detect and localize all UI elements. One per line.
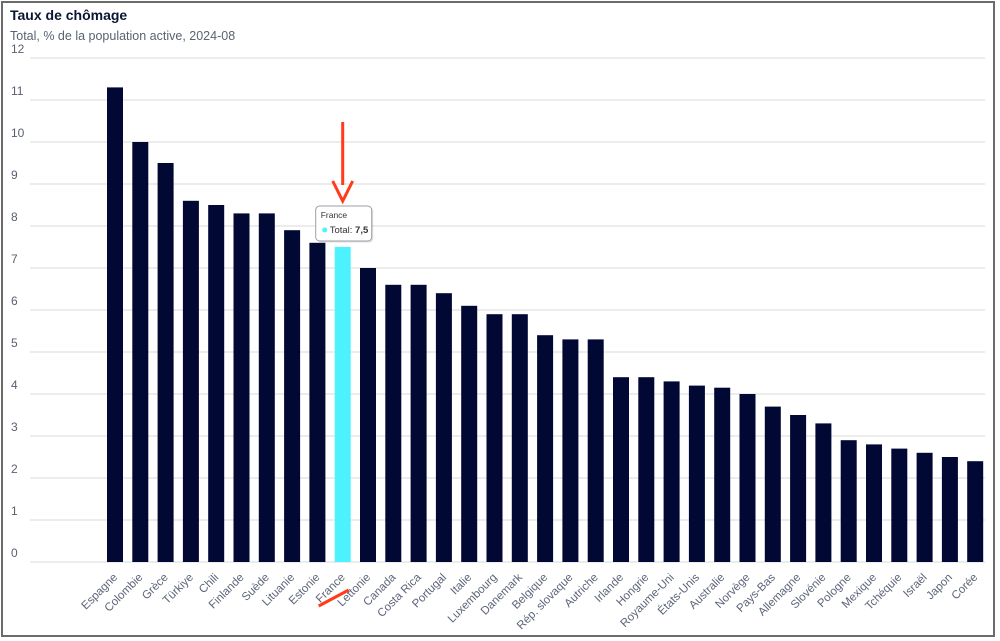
bar-belgique[interactable] [537, 335, 554, 562]
bar-royaume-uni[interactable] [663, 381, 680, 562]
chart-subtitle: Total, % de la population active, 2024-0… [10, 29, 236, 43]
bar-danemark[interactable] [511, 314, 528, 562]
y-tick-label: 5 [11, 336, 18, 350]
bar-australie[interactable] [714, 387, 731, 562]
bar-slov-nie[interactable] [815, 423, 832, 562]
bar-finlande[interactable] [233, 213, 250, 562]
tooltip-marker [322, 227, 328, 233]
bar-lettonie[interactable] [360, 268, 376, 562]
highlight-underline [317, 588, 350, 608]
bar-cor-e[interactable] [967, 461, 984, 562]
x-tick-label: Corée [950, 572, 981, 603]
bar-irlande[interactable] [613, 377, 629, 562]
bar--tats-unis[interactable] [688, 385, 705, 562]
bar-hongrie[interactable] [638, 377, 655, 562]
bar-mexique[interactable] [866, 444, 882, 562]
bar-tch-quie[interactable] [891, 448, 908, 562]
x-tick-label: Japon [924, 572, 955, 603]
y-tick-label: 4 [11, 378, 18, 392]
bar-luxembourg[interactable] [486, 314, 503, 562]
bar-lituanie[interactable] [284, 230, 301, 562]
y-tick-label: 11 [11, 84, 24, 98]
bar-estonie[interactable] [309, 242, 326, 563]
chart-title: Taux de chômage [10, 7, 128, 23]
bar-france[interactable] [334, 247, 351, 562]
bar-autriche[interactable] [587, 339, 604, 562]
y-tick-label: 6 [11, 294, 18, 308]
bar-pologne[interactable] [840, 440, 857, 562]
bar-japon[interactable] [941, 457, 958, 562]
bar-r-p-slovaque[interactable] [562, 339, 579, 562]
bar-isra-l[interactable] [916, 452, 933, 562]
y-tick-label: 9 [11, 168, 18, 182]
bar-costa-rica[interactable] [410, 284, 427, 562]
bar-allemagne[interactable] [790, 415, 807, 562]
bar-gr-ce[interactable] [157, 163, 174, 562]
y-tick-label: 8 [11, 210, 18, 224]
bar-italie[interactable] [461, 305, 478, 562]
bar-su-de[interactable] [258, 213, 275, 562]
y-tick-label: 10 [11, 126, 25, 140]
highlight-arrow-head [331, 180, 355, 205]
bar-espagne[interactable] [107, 87, 123, 563]
bar-norv-ge[interactable] [739, 394, 756, 562]
bar-colombie[interactable] [132, 142, 149, 562]
y-tick-label: 12 [11, 42, 25, 56]
y-tick-label: 7 [11, 252, 18, 266]
bar-pays-bas[interactable] [764, 406, 781, 562]
tooltip-title: France [321, 210, 348, 220]
y-tick-label: 2 [11, 462, 18, 476]
bar-portugal[interactable] [435, 293, 452, 562]
tooltip-value: Total: 7,5 [330, 225, 369, 236]
tooltip-box [315, 205, 373, 242]
y-tick-label: 3 [11, 420, 18, 434]
bar-chili[interactable] [208, 205, 225, 562]
bar-canada[interactable] [385, 284, 402, 562]
y-tick-label: 0 [11, 546, 18, 560]
bar-t-rkiye[interactable] [182, 200, 199, 563]
y-tick-label: 1 [11, 504, 18, 518]
